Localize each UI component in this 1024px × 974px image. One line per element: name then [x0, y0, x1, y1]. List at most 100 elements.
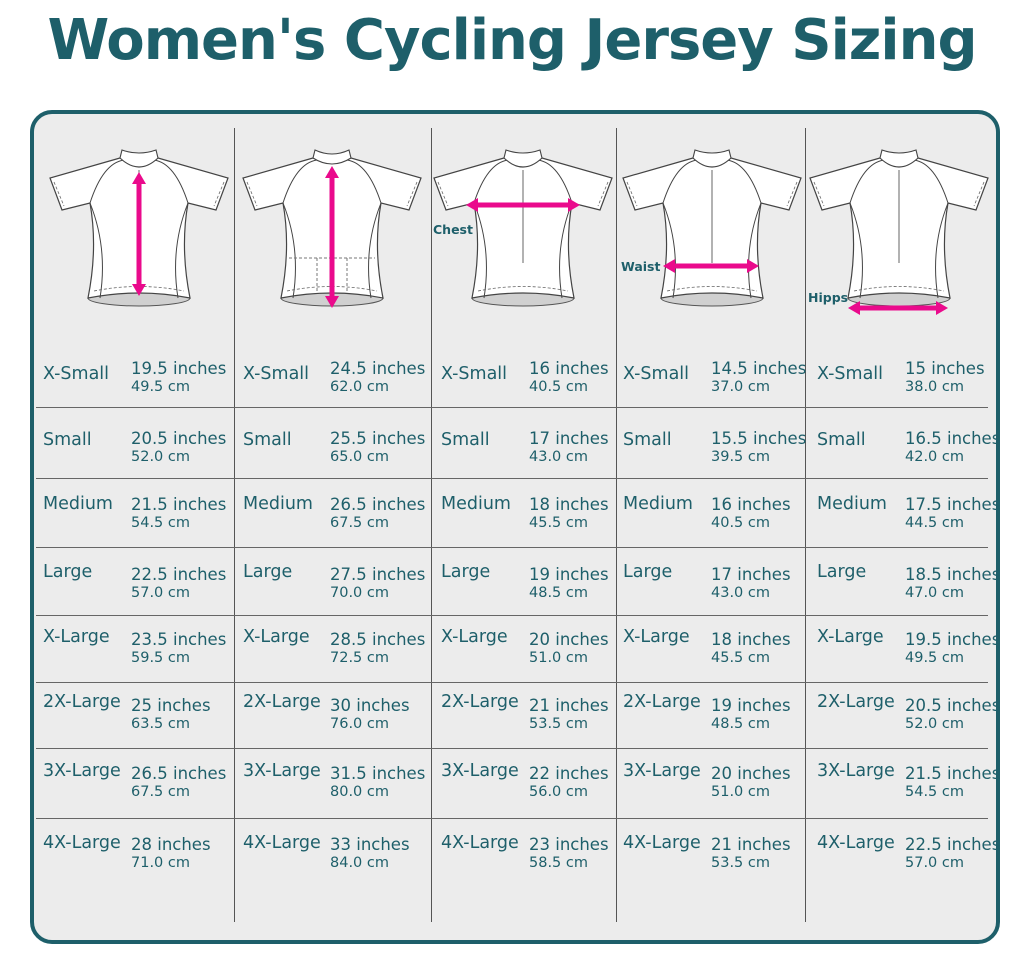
cm-value: 53.5 cm	[711, 855, 770, 871]
cm-value: 65.0 cm	[330, 449, 389, 465]
size-label: Medium	[43, 494, 113, 514]
inches-value: 28 inches	[131, 835, 211, 854]
inches-value: 21 inches	[711, 835, 791, 854]
cm-value: 51.0 cm	[529, 650, 588, 666]
size-label: Medium	[441, 494, 511, 514]
jersey-illustration-vertical-front	[48, 148, 230, 318]
cm-value: 80.0 cm	[330, 784, 389, 800]
cm-value: 67.5 cm	[131, 784, 190, 800]
cm-value: 39.5 cm	[711, 449, 770, 465]
inches-value: 19.5 inches	[131, 359, 227, 378]
cm-value: 43.0 cm	[711, 585, 770, 601]
size-label: 2X-Large	[43, 692, 121, 712]
inches-value: 14.5 inches	[711, 359, 807, 378]
inches-value: 25 inches	[131, 696, 211, 715]
inches-value: 23.5 inches	[131, 630, 227, 649]
size-label: Large	[43, 562, 93, 582]
size-label: X-Large	[43, 627, 110, 647]
cm-value: 47.0 cm	[905, 585, 964, 601]
inches-value: 16 inches	[711, 495, 791, 514]
size-label: 4X-Large	[441, 833, 519, 853]
inches-value: 25.5 inches	[330, 429, 426, 448]
inches-value: 21.5 inches	[905, 764, 1001, 783]
inches-value: 24.5 inches	[330, 359, 426, 378]
cm-value: 76.0 cm	[330, 716, 389, 732]
jersey-illustration-hips	[808, 148, 990, 318]
jersey-illustration-chest	[432, 148, 614, 318]
inches-value: 18 inches	[529, 495, 609, 514]
size-label: X-Large	[441, 627, 508, 647]
cm-value: 45.5 cm	[529, 515, 588, 531]
size-label: Medium	[623, 494, 693, 514]
column-divider	[234, 128, 235, 922]
size-label: 3X-Large	[623, 761, 701, 781]
inches-value: 17 inches	[529, 429, 609, 448]
cm-value: 54.5 cm	[131, 515, 190, 531]
size-label: 3X-Large	[817, 761, 895, 781]
inches-value: 26.5 inches	[330, 495, 426, 514]
cm-value: 67.5 cm	[330, 515, 389, 531]
inches-value: 16 inches	[529, 359, 609, 378]
cm-value: 63.5 cm	[131, 716, 190, 732]
inches-value: 23 inches	[529, 835, 609, 854]
size-label: X-Large	[623, 627, 690, 647]
cm-value: 72.5 cm	[330, 650, 389, 666]
inches-value: 27.5 inches	[330, 565, 426, 584]
row-divider	[36, 818, 988, 819]
size-label: X-Large	[243, 627, 310, 647]
size-label: 4X-Large	[243, 833, 321, 853]
size-label: Small	[623, 430, 672, 450]
size-label: X-Small	[441, 364, 508, 384]
size-label: 4X-Large	[43, 833, 121, 853]
row-divider	[36, 547, 988, 548]
cm-value: 84.0 cm	[330, 855, 389, 871]
cm-value: 52.0 cm	[131, 449, 190, 465]
size-label: 4X-Large	[623, 833, 701, 853]
size-label: 2X-Large	[817, 692, 895, 712]
inches-value: 19 inches	[529, 565, 609, 584]
inches-value: 20.5 inches	[905, 696, 1001, 715]
inches-value: 22.5 inches	[905, 835, 1001, 854]
size-label: Small	[441, 430, 490, 450]
size-label: 3X-Large	[43, 761, 121, 781]
size-label: Large	[243, 562, 293, 582]
inches-value: 18.5 inches	[905, 565, 1001, 584]
column-divider	[805, 128, 806, 922]
size-label: X-Large	[817, 627, 884, 647]
size-label: 3X-Large	[441, 761, 519, 781]
cm-value: 56.0 cm	[529, 784, 588, 800]
cm-value: 52.0 cm	[905, 716, 964, 732]
cm-value: 42.0 cm	[905, 449, 964, 465]
jersey-illustration-waist	[621, 148, 803, 318]
size-label: Medium	[817, 494, 887, 514]
inches-value: 16.5 inches	[905, 429, 1001, 448]
cm-value: 58.5 cm	[529, 855, 588, 871]
inches-value: 21 inches	[529, 696, 609, 715]
cm-value: 51.0 cm	[711, 784, 770, 800]
inches-value: 21.5 inches	[131, 495, 227, 514]
page-title: Women's Cycling Jersey Sizing	[47, 8, 977, 73]
size-label: Small	[43, 430, 92, 450]
inches-value: 31.5 inches	[330, 764, 426, 783]
inches-value: 17.5 inches	[905, 495, 1001, 514]
inches-value: 19 inches	[711, 696, 791, 715]
size-label: Large	[623, 562, 673, 582]
size-label: Large	[817, 562, 867, 582]
inches-value: 17 inches	[711, 565, 791, 584]
cm-value: 43.0 cm	[529, 449, 588, 465]
cm-value: 40.5 cm	[711, 515, 770, 531]
inches-value: 20 inches	[529, 630, 609, 649]
size-label: 4X-Large	[817, 833, 895, 853]
size-label: Small	[817, 430, 866, 450]
cm-value: 62.0 cm	[330, 379, 389, 395]
size-label: 2X-Large	[243, 692, 321, 712]
inches-value: 20.5 inches	[131, 429, 227, 448]
inches-value: 22 inches	[529, 764, 609, 783]
cm-value: 70.0 cm	[330, 585, 389, 601]
jersey-illustration-vertical-back	[241, 148, 423, 318]
inches-value: 15.5 inches	[711, 429, 807, 448]
cm-value: 57.0 cm	[131, 585, 190, 601]
size-label: Large	[441, 562, 491, 582]
size-label: Medium	[243, 494, 313, 514]
cm-value: 49.5 cm	[131, 379, 190, 395]
